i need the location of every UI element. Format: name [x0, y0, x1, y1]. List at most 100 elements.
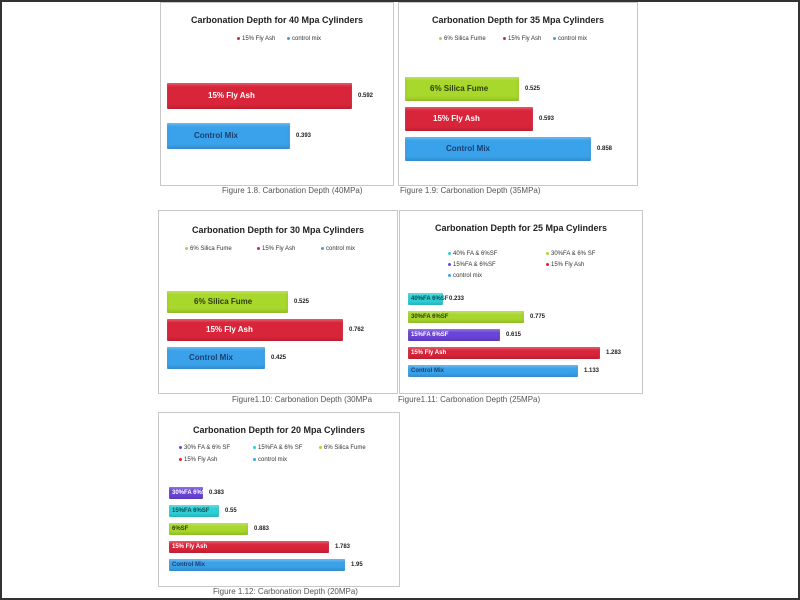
bar-category-label: 15% Fly Ash: [411, 350, 447, 356]
bar-value-label: 0.592: [358, 93, 374, 99]
legend-label: 15%FA & 6% SF: [258, 445, 303, 451]
bar-category-label: 15% Fly Ash: [206, 325, 253, 334]
legend-label: 15% Fly Ash: [508, 36, 542, 42]
chart-20mpa: Carbonation Depth for 20 Mpa Cylinders 3…: [158, 412, 400, 587]
legend-swatch: [253, 457, 256, 461]
bar: [169, 505, 219, 517]
legend-swatch: [553, 36, 556, 40]
legend-swatch: [546, 262, 549, 266]
legend-entry: 6% Silica Fume: [185, 246, 232, 252]
chart-25mpa: Carbonation Depth for 25 Mpa Cylinders 4…: [399, 210, 643, 394]
legend-label: 15% Fly Ash: [242, 36, 276, 42]
chart-title: Carbonation Depth for 20 Mpa Cylinders: [192, 425, 366, 435]
bar-category-label: 6%SF: [172, 526, 189, 532]
legend-swatch: [257, 246, 260, 250]
bar-value-label: 0.393: [296, 133, 312, 139]
bar-category-label: 15% Fly Ash: [172, 544, 208, 550]
bar: [169, 541, 329, 553]
legend-swatch: [179, 445, 182, 449]
legend-entry: 15% Fly Ash: [179, 457, 217, 463]
legend-swatch: [439, 36, 442, 40]
legend-entry: 6% Silica Fume: [439, 36, 486, 42]
legend-swatch: [253, 445, 256, 449]
legend-swatch: [237, 36, 240, 40]
bar-category-label: Control Mix: [194, 131, 238, 140]
bar: [167, 291, 288, 313]
legend-entry: control mix: [321, 246, 355, 252]
bar: [405, 107, 533, 131]
bar: [408, 329, 500, 341]
legend-label: 40% FA & 6%SF: [453, 251, 498, 257]
bar-value-label: 0.55: [225, 508, 237, 514]
figure-caption-1-9: Figure 1.9: Carbonation Depth (35MPa): [400, 186, 541, 195]
bar-category-label: 15%FA 6%SF: [172, 508, 210, 514]
legend-label: 15% Fly Ash: [184, 457, 218, 463]
legend-entry: 40% FA & 6%SF: [448, 251, 497, 257]
bar-category-label: 30%FA 6%SF: [172, 490, 210, 496]
bar-value-label: 0.615: [506, 332, 522, 338]
bar-category-label: Control Mix: [411, 368, 444, 374]
figure-caption-1-11: Figure1.11: Carbonation Depth (25MPa): [398, 395, 541, 404]
legend-entry: 15%FA & 6%SF: [448, 262, 496, 268]
chart-title: Carbonation Depth for 35 Mpa Cylinders: [431, 15, 605, 25]
bar-category-label: Control Mix: [446, 144, 490, 153]
legend-label: 30% FA & 6% SF: [184, 445, 231, 451]
bar: [167, 319, 343, 341]
bar-category-label: 6% Silica Fume: [194, 297, 253, 306]
bar-value-label: 0.425: [271, 355, 287, 361]
bar: [405, 137, 591, 161]
bar-value-label: 1.283: [606, 350, 622, 356]
legend-swatch: [321, 246, 324, 250]
figure-caption-1-10: Figure1.10: Carbonation Depth (30MPa: [232, 395, 373, 404]
legend-swatch: [503, 36, 506, 40]
legend-swatch: [448, 262, 451, 266]
legend-label: 6% Silica Fume: [444, 36, 486, 42]
bar-value-label: 0.593: [539, 116, 555, 122]
bar: [408, 311, 524, 323]
bar-value-label: 0.383: [209, 490, 225, 496]
bar-value-label: 0.233: [449, 296, 465, 302]
legend-swatch: [319, 445, 322, 449]
chart-title: Carbonation Depth for 40 Mpa Cylinders: [190, 15, 364, 25]
legend-label: 15% Fly Ash: [551, 262, 585, 268]
legend-label: 15% Fly Ash: [262, 246, 296, 252]
chart-title: Carbonation Depth for 30 Mpa Cylinders: [191, 225, 365, 235]
legend-entry: 15% Fly Ash: [503, 36, 541, 42]
bar: [167, 123, 290, 149]
legend-label: 6% Silica Fume: [324, 445, 366, 451]
legend-entry: 15%FA & 6% SF: [253, 445, 302, 451]
bar-value-label: 0.858: [597, 146, 613, 152]
figure-caption-1-8: Figure 1.8. Carbonation Depth (40MPa): [222, 186, 363, 195]
bar-category-label: Control Mix: [172, 562, 205, 568]
bar-category-label: 6% Silica Fume: [430, 84, 489, 93]
bar-value-label: 1.783: [335, 544, 351, 550]
legend-entry: 15% Fly Ash: [237, 36, 275, 42]
bar-value-label: 1.133: [584, 368, 600, 374]
legend-entry: control mix: [287, 36, 321, 42]
legend-entry: 30% FA & 6% SF: [179, 445, 230, 451]
chart-30mpa: Carbonation Depth for 30 Mpa Cylinders 6…: [158, 210, 398, 394]
bar-value-label: 0.525: [525, 86, 541, 92]
chart-40mpa: Carbonation Depth for 40 Mpa Cylinders 1…: [160, 2, 394, 186]
bar: [408, 347, 600, 359]
bar-category-label: 15%FA 6%SF: [411, 332, 449, 338]
legend-entry: control mix: [553, 36, 587, 42]
legend-swatch: [448, 273, 451, 277]
legend-entry: 15% Fly Ash: [546, 262, 584, 268]
chart-title: Carbonation Depth for 25 Mpa Cylinders: [434, 223, 608, 233]
figure-caption-1-12: Figure 1.12: Carbonation Depth (20MPa): [213, 587, 358, 596]
legend-entry: 15% Fly Ash: [257, 246, 295, 252]
bar-category-label: 40%FA 6%SF: [411, 296, 449, 302]
bar: [169, 523, 248, 535]
bar-category-label: 15% Fly Ash: [433, 114, 480, 123]
legend-swatch: [448, 251, 451, 255]
bar-value-label: 0.883: [254, 526, 270, 532]
legend-label: control mix: [558, 36, 588, 42]
bar-category-label: 15% Fly Ash: [208, 91, 255, 100]
legend-entry: 6% Silica Fume: [319, 445, 366, 451]
bar-value-label: 0.525: [294, 299, 310, 305]
bar: [408, 293, 443, 305]
legend-entry: 30%FA & 6% SF: [546, 251, 595, 257]
legend-label: control mix: [258, 457, 288, 463]
legend-swatch: [185, 246, 188, 250]
